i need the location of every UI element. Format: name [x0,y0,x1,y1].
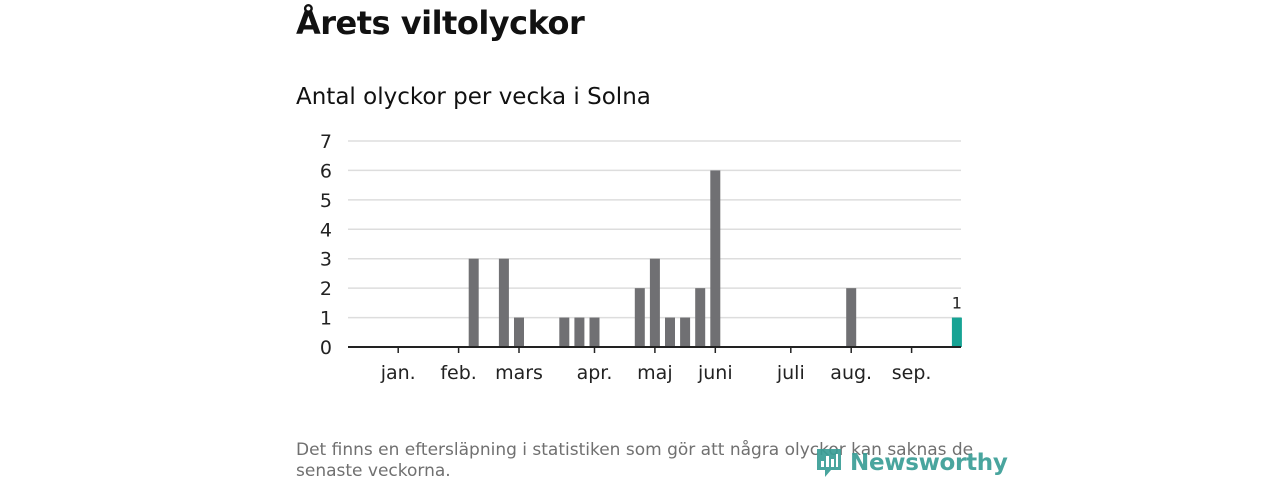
x-tick-label: feb. [440,362,476,384]
bar [589,317,600,347]
bar [649,258,660,347]
bar-highlight [951,317,962,347]
x-tick-label: juni [697,362,733,384]
x-tick-label: mars [495,362,543,384]
bar [846,288,857,347]
data-label: 1 [952,294,962,313]
logo-text: Newsworthy [850,450,1008,476]
bar [695,288,706,347]
bar [514,317,524,347]
y-tick-label: 1 [320,308,332,330]
y-tick-label: 5 [320,190,332,212]
y-tick-label: 4 [320,219,332,241]
chart-subtitle: Antal olyckor per vecka i Solna [296,84,651,110]
y-tick-label: 2 [320,278,332,300]
y-tick-label: 0 [320,337,332,359]
x-tick-label: maj [637,362,672,384]
bar [468,258,479,347]
bar [634,288,645,347]
bar [665,317,675,347]
x-tick-label: jan. [380,362,416,384]
x-tick-label: apr. [577,362,613,384]
x-tick-label: sep. [892,362,932,384]
bar [680,317,691,347]
x-axis-labels: jan. feb. mars apr. maj juni juli aug. sep. [380,347,932,384]
footnote: Det finns en eftersläpning i statistiken… [296,440,974,481]
annotations: 1 [952,294,962,313]
x-tick-label: aug. [830,362,872,384]
bar [574,317,585,347]
bar [710,170,721,347]
y-axis-labels: 0 1 2 3 4 5 6 7 [320,131,332,359]
newsworthy-logo-icon [817,449,841,477]
bar-chart: 0 1 2 3 4 5 6 7 jan. feb. mars apr. maj juni juli aug.… [320,131,962,384]
x-tick-label: juli [776,362,805,384]
bar [559,317,570,347]
y-tick-label: 7 [320,131,332,153]
bar [498,258,509,347]
y-tick-label: 6 [320,160,332,182]
page-title: Årets viltolyckor [296,4,585,42]
newsworthy-logo: Newsworthy [814,446,1008,480]
chart-container: Årets viltolyckor Antal olyckor per veck… [296,0,1008,481]
y-tick-label: 3 [320,249,332,271]
